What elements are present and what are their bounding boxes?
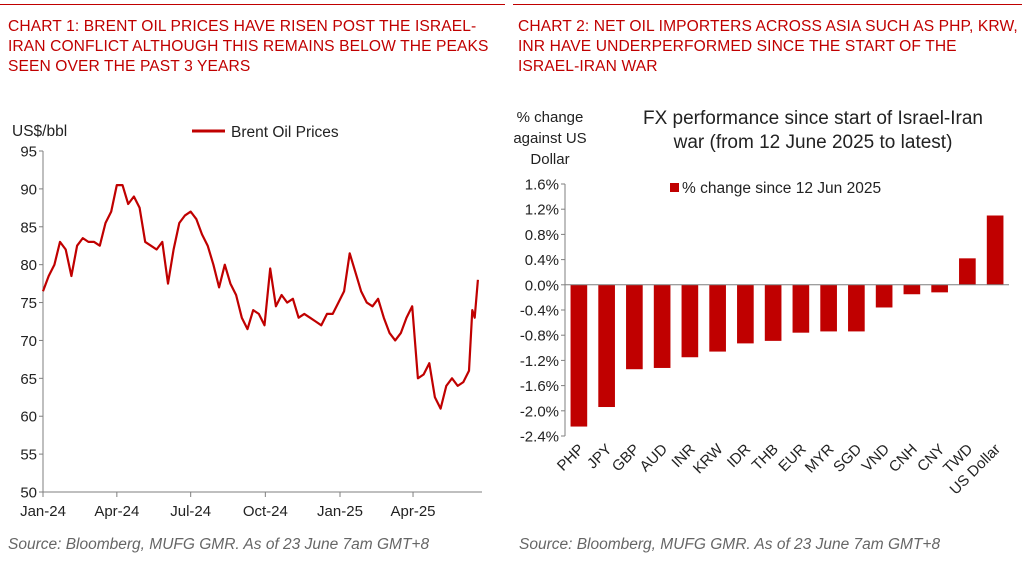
chart2-y-tick-label: 0.0% <box>525 277 559 294</box>
chart2-y-tick-label: -1.6% <box>520 378 559 395</box>
chart1-x-tick-label: Jul-24 <box>170 503 211 520</box>
chart2-plot-title: war (from 12 June 2025 to latest) <box>673 132 953 153</box>
chart2-bar <box>875 284 893 308</box>
chart2-title: CHART 2: NET OIL IMPORTERS ACROSS ASIA S… <box>518 18 1018 75</box>
chart1-y-tick-label: 80 <box>20 257 37 274</box>
chart1-y-tick-label: 70 <box>20 333 37 350</box>
chart2-bar <box>598 284 615 408</box>
chart1-source: Source: Bloomberg, MUFG GMR. As of 23 Ju… <box>8 536 430 553</box>
chart2-bar <box>709 284 726 352</box>
chart1-x-tick-label: Apr-24 <box>94 503 139 520</box>
chart1-y-tick-label: 85 <box>20 219 37 236</box>
chart2-y-axis-label: against US <box>513 130 586 147</box>
chart2-legend-label: % change since 12 Jun 2025 <box>682 180 881 197</box>
chart2-bar <box>764 284 782 341</box>
chart1-y-tick-label: 65 <box>20 371 37 388</box>
chart1-top-rule <box>0 4 505 5</box>
chart1-y-tick-label: 75 <box>20 295 37 312</box>
chart2-plot: % change against US Dollar FX performance s… <box>513 108 1009 498</box>
chart2-bar <box>848 284 865 332</box>
chart2-bar <box>626 284 643 370</box>
chart2-category-label: IDR <box>724 441 754 471</box>
chart1-y-tick-label: 95 <box>20 144 37 161</box>
chart1-x-tick-label: Jan-24 <box>20 503 66 520</box>
chart2-category-label: GBP <box>609 441 643 475</box>
chart2-bar <box>681 284 699 358</box>
chart2-bar <box>570 284 588 427</box>
chart1-y-tick-label: 55 <box>20 447 37 464</box>
chart2-y-tick-label: -0.4% <box>520 303 559 320</box>
chart2-bar <box>792 284 810 333</box>
chart2-category-label: PHP <box>554 441 588 475</box>
chart2-category-label: THB <box>749 441 782 474</box>
chart2-y-tick-label: 1.2% <box>525 202 559 219</box>
chart2-bar <box>820 284 837 332</box>
chart2-y-tick-label: 1.6% <box>525 177 559 194</box>
chart2-category-label: CNY <box>914 441 948 475</box>
chart2-y-tick-label: 0.8% <box>525 227 559 244</box>
chart1-y-axis-label: US$/bbl <box>12 123 67 140</box>
chart1-x-tick-label: Oct-24 <box>243 503 288 520</box>
chart2-y-tick-label: -2.4% <box>520 429 559 446</box>
chart2-top-rule <box>513 4 1022 5</box>
chart2-category-label: CNH <box>886 441 921 476</box>
chart2-y-axis-label: % change <box>517 109 584 126</box>
chart2-y-tick-label: -1.2% <box>520 353 559 370</box>
chart1-y-tick-label: 60 <box>20 409 37 426</box>
chart2-bar <box>986 215 1004 285</box>
chart2-bar <box>903 284 921 295</box>
chart2-category-label: AUD <box>637 441 672 476</box>
chart1-series-line <box>41 184 479 410</box>
chart2-category-label: JPY <box>584 441 615 472</box>
chart1-x-tick-label: Jan-25 <box>317 503 363 520</box>
chart1-panel: CHART 1: BRENT OIL PRICES HAVE RISEN POS… <box>0 0 505 571</box>
chart2-y-tick-label: -2.0% <box>520 403 559 420</box>
chart2-bar <box>653 284 671 368</box>
chart2-plot-title: FX performance since start of Israel-Ira… <box>643 108 983 129</box>
chart2-panel: CHART 2: NET OIL IMPORTERS ACROSS ASIA S… <box>513 0 1022 571</box>
chart2-category-label: VND <box>859 441 894 476</box>
chart2-bar <box>737 284 754 344</box>
chart2-y-axis-label: Dollar <box>530 151 569 168</box>
chart1-y-tick-label: 90 <box>20 181 37 198</box>
chart2-y-tick-label: 0.4% <box>525 252 559 269</box>
chart2-category-label: SGD <box>830 441 865 476</box>
chart1-legend-label: Brent Oil Prices <box>231 124 339 141</box>
chart2-y-tick-label: -0.8% <box>520 328 559 345</box>
chart2-category-label: EUR <box>775 441 810 476</box>
chart2-bar <box>931 284 948 293</box>
chart1-title: CHART 1: BRENT OIL PRICES HAVE RISEN POS… <box>8 18 489 75</box>
chart1-y-tick-label: 50 <box>20 485 37 502</box>
chart2-source: Source: Bloomberg, MUFG GMR. As of 23 Ju… <box>519 536 941 553</box>
chart2-category-label: MYR <box>802 441 838 477</box>
chart1-x-tick-label: Apr-25 <box>391 503 436 520</box>
chart2-category-label: KRW <box>690 440 727 477</box>
chart2-legend-swatch <box>670 183 679 192</box>
chart2-bar <box>959 258 976 285</box>
